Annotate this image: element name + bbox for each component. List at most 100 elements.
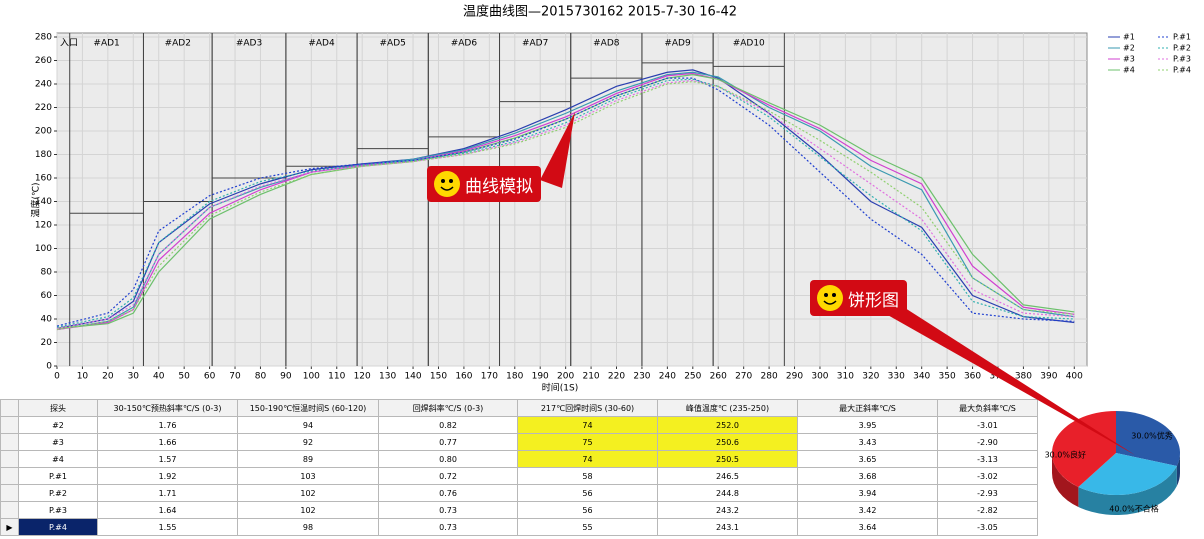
table-cell: 3.95 [797, 416, 938, 434]
table-cell: 250.5 [657, 450, 798, 468]
data-table: 探头 30-150℃预热斜率℃/S (0-3) 150-190℃恒温时间S (60-… [0, 399, 1038, 536]
table-cell: -3.13 [937, 450, 1038, 468]
table-cell: 1.55 [97, 518, 238, 536]
table-cell: -3.01 [937, 416, 1038, 434]
table-cell: 3.68 [797, 467, 938, 485]
x-tick-label: 400 [1066, 372, 1083, 382]
table-row[interactable]: #2 1.76 94 0.82 74 252.0 3.95 -3.01 [0, 416, 1038, 434]
row-indicator [0, 416, 19, 434]
smiley [817, 285, 843, 311]
pie-label: 40.0%不合格 [1109, 504, 1158, 514]
pie-label: 30.0%优秀 [1131, 431, 1172, 441]
legend-label: #2 [1123, 44, 1135, 53]
y-tick-label: 0 [46, 362, 52, 372]
column-header: 探头 [18, 399, 98, 417]
x-tick-label: 220 [608, 372, 625, 382]
y-axis-label: 温度(℃) [30, 182, 42, 217]
row-indicator [0, 467, 19, 485]
x-tick-label: 140 [404, 372, 421, 382]
x-tick-label: 60 [204, 372, 216, 382]
annotation-text: 曲线模拟 [465, 176, 533, 197]
header-row: 探头 30-150℃预热斜率℃/S (0-3) 150-190℃恒温时间S (60-… [0, 399, 1038, 417]
annotation: 曲线模拟 [427, 166, 541, 202]
table-cell: 0.72 [378, 467, 518, 485]
column-header: 最大正斜率℃/S [797, 399, 938, 417]
table-cell: -2.90 [937, 433, 1038, 451]
table-cell: 92 [237, 433, 379, 451]
column-header: 回焊斜率℃/S (0-3) [378, 399, 518, 417]
table-cell: 0.80 [378, 450, 518, 468]
x-tick-label: 130 [379, 372, 396, 382]
x-tick-label: 170 [481, 372, 498, 382]
x-tick-label: 320 [862, 372, 879, 382]
table-cell: 103 [237, 467, 379, 485]
table-cell: 56 [517, 484, 658, 502]
table-cell: 0.77 [378, 433, 518, 451]
y-tick-label: 20 [41, 338, 53, 348]
y-tick-label: 80 [41, 268, 53, 278]
column-header: 峰值温度℃ (235-250) [657, 399, 798, 417]
table-cell: 0.73 [378, 501, 518, 519]
table-cell: 1.76 [97, 416, 238, 434]
zone-label: #AD6 [451, 39, 478, 49]
table-cell: 244.8 [657, 484, 798, 502]
table-cell: -2.93 [937, 484, 1038, 502]
table-cell: 3.64 [797, 518, 938, 536]
pie-side [1176, 453, 1180, 486]
y-tick-label: 140 [35, 197, 52, 207]
table-row[interactable]: ▶ P.#4 1.55 98 0.73 55 243.1 3.64 -3.05 [0, 518, 1038, 536]
table-cell: P.#1 [18, 467, 98, 485]
x-tick-label: 350 [939, 372, 956, 382]
table-cell: 58 [517, 467, 658, 485]
x-tick-label: 310 [837, 372, 854, 382]
table-cell: P.#2 [18, 484, 98, 502]
zone-label: #AD1 [93, 39, 119, 49]
zone-label: #AD9 [664, 39, 691, 49]
table-row[interactable]: P.#3 1.64 102 0.73 56 243.2 3.42 -2.82 [0, 501, 1038, 519]
table-cell: -2.82 [937, 501, 1038, 519]
table-row[interactable]: #4 1.57 89 0.80 74 250.5 3.65 -3.13 [0, 450, 1038, 468]
x-tick-label: 300 [811, 372, 828, 382]
table-cell: 0.73 [378, 518, 518, 536]
table-cell: 1.92 [97, 467, 238, 485]
y-tick-label: 180 [35, 150, 52, 160]
table-row[interactable]: P.#1 1.92 103 0.72 58 246.5 3.68 -3.02 [0, 467, 1038, 485]
x-tick-label: 160 [455, 372, 472, 382]
table-cell: 98 [237, 518, 379, 536]
chart: 温度曲线图—2015730162 2015-7-30 16-42 时间(1S) … [30, 4, 1191, 394]
x-tick-label: 30 [128, 372, 140, 382]
pie-side [1078, 465, 1177, 515]
table-cell: 250.6 [657, 433, 798, 451]
pie-side [1052, 453, 1079, 507]
table-cell: 0.76 [378, 484, 518, 502]
table-cell: 1.64 [97, 501, 238, 519]
x-tick-label: 230 [633, 372, 650, 382]
x-tick-label: 270 [735, 372, 752, 382]
x-tick-label: 260 [710, 372, 727, 382]
x-tick-label: 10 [77, 372, 89, 382]
x-tick-label: 200 [557, 372, 574, 382]
zone-label: #AD8 [593, 39, 620, 49]
pie-chart: 30.0%优秀 30.0%良好 40.0%不合格 [1045, 411, 1180, 515]
column-header: 150-190℃恒温时间S (60-120) [237, 399, 379, 417]
table-cell: 246.5 [657, 467, 798, 485]
table-row[interactable]: P.#2 1.71 102 0.76 56 244.8 3.94 -2.93 [0, 484, 1038, 502]
row-indicator [0, 501, 19, 519]
table-row[interactable]: #3 1.66 92 0.77 75 250.6 3.43 -2.90 [0, 433, 1038, 451]
x-tick-label: 360 [964, 372, 981, 382]
table-cell: 1.71 [97, 484, 238, 502]
column-header: 217℃回焊时间S (30-60) [517, 399, 658, 417]
x-axis-label: 时间(1S) [542, 382, 578, 394]
x-tick-label: 0 [54, 372, 60, 382]
annotation: 饼形图 [810, 280, 907, 316]
x-tick-label: 240 [659, 372, 676, 382]
table-cell: 3.42 [797, 501, 938, 519]
table-cell: 89 [237, 450, 379, 468]
zone-label: #AD3 [236, 39, 262, 49]
legend-label: P.#3 [1173, 55, 1191, 64]
y-tick-label: 60 [41, 291, 53, 301]
table-cell: P.#4 [18, 518, 98, 536]
x-tick-label: 100 [303, 372, 320, 382]
zone-label: #AD10 [733, 39, 765, 49]
